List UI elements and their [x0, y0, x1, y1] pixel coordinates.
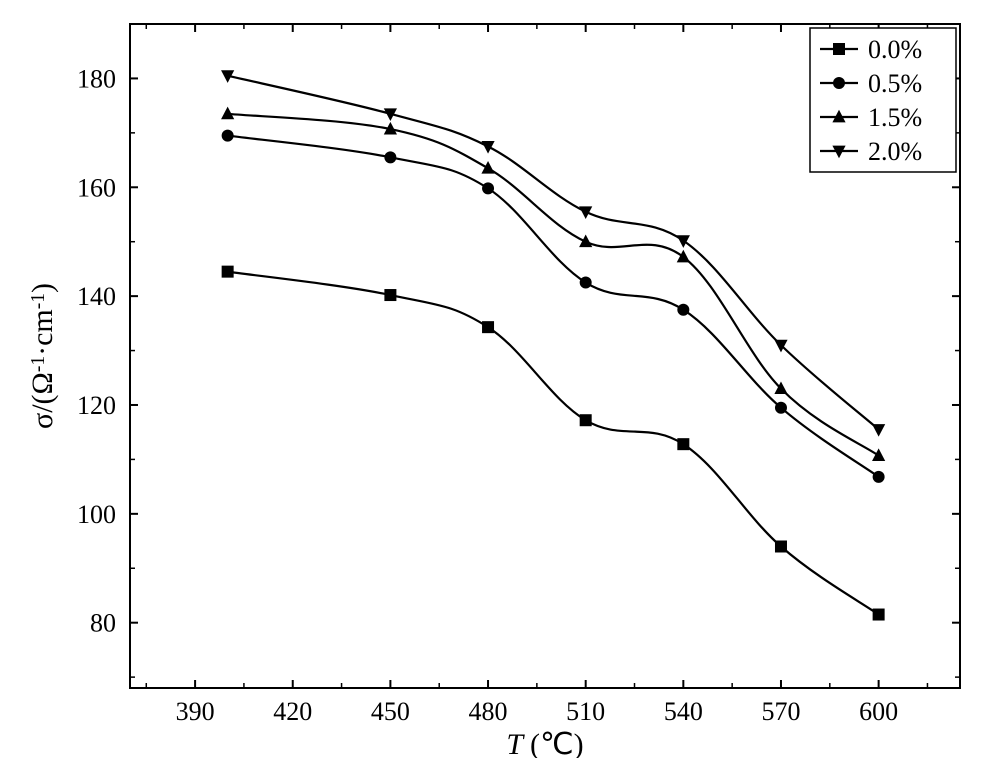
svg-text:120: 120	[77, 391, 116, 420]
svg-text:0.0%: 0.0%	[868, 35, 922, 64]
svg-text:0.5%: 0.5%	[868, 69, 922, 98]
svg-text:510: 510	[566, 697, 605, 726]
svg-text:σ/(Ω-1·cm-1): σ/(Ω-1·cm-1)	[26, 283, 59, 429]
svg-text:140: 140	[77, 282, 116, 311]
svg-text:420: 420	[273, 697, 312, 726]
chart-container: 390 420 450 480 510 540 570 600 80 100 120 140 160 18…	[0, 0, 1000, 758]
svg-text:390: 390	[176, 697, 215, 726]
svg-text:180: 180	[77, 64, 116, 93]
svg-text:1.5%: 1.5%	[868, 103, 922, 132]
svg-text:80: 80	[90, 609, 116, 638]
svg-text:T (℃): T (℃)	[506, 728, 583, 758]
svg-text:600: 600	[859, 697, 898, 726]
svg-text:480: 480	[469, 697, 508, 726]
svg-text:100: 100	[77, 500, 116, 529]
svg-text:2.0%: 2.0%	[868, 137, 922, 166]
svg-text:450: 450	[371, 697, 410, 726]
line-chart: 390 420 450 480 510 540 570 600 80 100 120 140 160 18…	[0, 0, 1000, 758]
svg-text:160: 160	[77, 173, 116, 202]
svg-text:540: 540	[664, 697, 703, 726]
svg-text:570: 570	[761, 697, 800, 726]
